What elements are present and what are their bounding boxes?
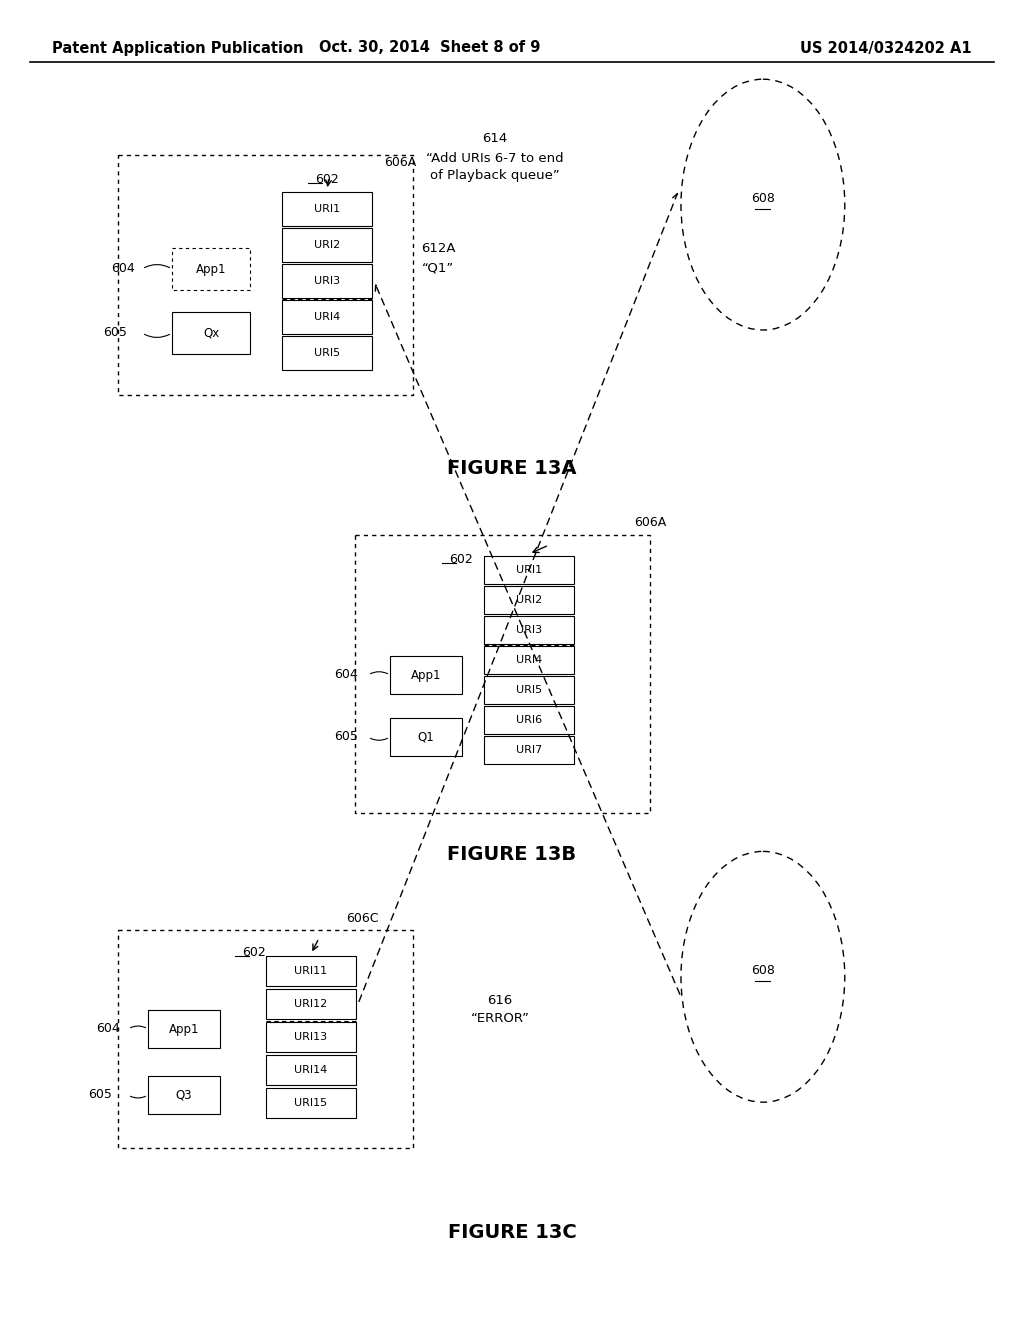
Text: FIGURE 13C: FIGURE 13C bbox=[447, 1222, 577, 1242]
Bar bbox=[148, 1010, 220, 1048]
Text: 614: 614 bbox=[482, 132, 508, 144]
Text: URI5: URI5 bbox=[516, 685, 542, 696]
Text: 604: 604 bbox=[334, 668, 358, 681]
Text: URI1: URI1 bbox=[516, 565, 542, 576]
Text: URI14: URI14 bbox=[294, 1065, 328, 1074]
Bar bbox=[118, 931, 413, 1148]
Bar bbox=[484, 586, 574, 614]
Text: URI5: URI5 bbox=[314, 348, 340, 358]
Text: URI2: URI2 bbox=[314, 240, 340, 249]
Text: URI13: URI13 bbox=[295, 1032, 328, 1041]
Text: Q1: Q1 bbox=[418, 730, 434, 743]
Text: App1: App1 bbox=[169, 1023, 200, 1035]
Text: 605: 605 bbox=[334, 730, 358, 743]
Bar bbox=[266, 989, 356, 1019]
Text: US 2014/0324202 A1: US 2014/0324202 A1 bbox=[801, 41, 972, 55]
Bar bbox=[282, 337, 372, 370]
Bar bbox=[282, 228, 372, 261]
Ellipse shape bbox=[681, 851, 845, 1102]
Bar bbox=[282, 300, 372, 334]
Bar bbox=[266, 1088, 356, 1118]
Bar bbox=[148, 1076, 220, 1114]
Text: URI3: URI3 bbox=[516, 624, 542, 635]
Bar bbox=[282, 264, 372, 298]
Text: Patent Application Publication: Patent Application Publication bbox=[52, 41, 303, 55]
Text: of Playback queue”: of Playback queue” bbox=[430, 169, 560, 182]
Text: 604: 604 bbox=[96, 1023, 120, 1035]
Text: 602: 602 bbox=[315, 173, 339, 186]
Text: URI3: URI3 bbox=[314, 276, 340, 286]
Bar bbox=[266, 956, 356, 986]
Bar bbox=[484, 616, 574, 644]
Bar bbox=[266, 1022, 356, 1052]
Bar bbox=[172, 312, 250, 354]
Text: URI2: URI2 bbox=[516, 595, 542, 605]
Text: URI11: URI11 bbox=[295, 966, 328, 975]
Text: URI15: URI15 bbox=[295, 1098, 328, 1107]
Text: URI1: URI1 bbox=[314, 205, 340, 214]
Ellipse shape bbox=[681, 79, 845, 330]
Text: “Add URIs 6-7 to end: “Add URIs 6-7 to end bbox=[426, 152, 564, 165]
Bar bbox=[484, 645, 574, 675]
Text: 608: 608 bbox=[751, 965, 775, 977]
Bar bbox=[266, 1055, 356, 1085]
Text: Oct. 30, 2014  Sheet 8 of 9: Oct. 30, 2014 Sheet 8 of 9 bbox=[319, 41, 541, 55]
Bar bbox=[390, 718, 462, 756]
Text: URI12: URI12 bbox=[294, 999, 328, 1008]
Bar bbox=[390, 656, 462, 694]
Text: 605: 605 bbox=[88, 1089, 112, 1101]
Text: 606A: 606A bbox=[384, 157, 416, 169]
Text: App1: App1 bbox=[196, 263, 226, 276]
Bar bbox=[484, 556, 574, 583]
Text: 616: 616 bbox=[487, 994, 513, 1006]
Text: Qx: Qx bbox=[203, 326, 219, 339]
Bar bbox=[282, 191, 372, 226]
Text: 602: 602 bbox=[242, 946, 266, 960]
Bar bbox=[484, 706, 574, 734]
Text: FIGURE 13A: FIGURE 13A bbox=[447, 458, 577, 478]
Text: 604: 604 bbox=[112, 263, 135, 276]
Bar bbox=[355, 535, 650, 813]
Text: 606A: 606A bbox=[634, 516, 667, 529]
Text: “Q1”: “Q1” bbox=[422, 261, 454, 275]
Text: URI4: URI4 bbox=[314, 312, 340, 322]
Text: “ERROR”: “ERROR” bbox=[470, 1011, 529, 1024]
Bar bbox=[172, 248, 250, 290]
Text: 608: 608 bbox=[751, 193, 775, 205]
Text: URI6: URI6 bbox=[516, 715, 542, 725]
Text: App1: App1 bbox=[411, 668, 441, 681]
Bar bbox=[484, 676, 574, 704]
Text: FIGURE 13B: FIGURE 13B bbox=[447, 846, 577, 865]
Text: URI7: URI7 bbox=[516, 744, 542, 755]
Bar bbox=[484, 737, 574, 764]
Bar bbox=[118, 154, 413, 395]
Text: 605: 605 bbox=[103, 326, 127, 339]
Text: 602: 602 bbox=[449, 553, 473, 566]
Text: 606C: 606C bbox=[346, 912, 379, 924]
Text: Q3: Q3 bbox=[176, 1089, 193, 1101]
Text: 612A: 612A bbox=[421, 242, 456, 255]
Text: URI4: URI4 bbox=[516, 655, 542, 665]
